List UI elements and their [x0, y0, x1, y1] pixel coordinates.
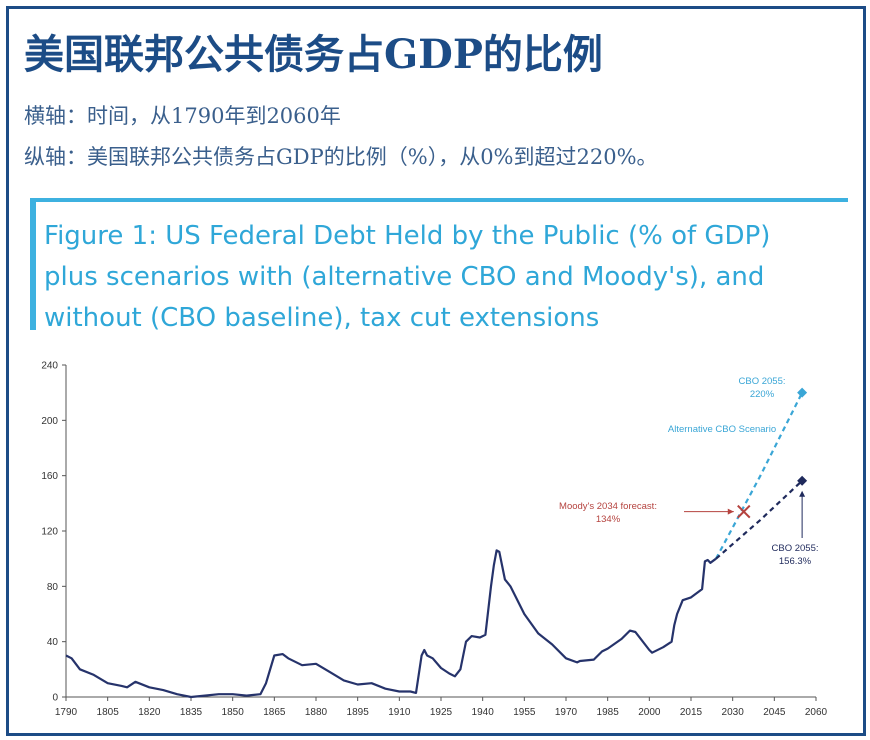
x-tick-label: 1925: [430, 707, 453, 718]
cbo-baseline-label: CBO 2055:: [772, 543, 819, 554]
cbo-alternative-marker: [797, 387, 808, 398]
cbo-baseline-value: 156.3%: [779, 556, 812, 567]
series-line-alternative: [715, 392, 804, 560]
x-axis-note: 横轴：时间，从1790年到2060年: [24, 104, 341, 128]
cbo-alternative-value: 220%: [750, 389, 775, 400]
x-tick-label: 1970: [555, 707, 578, 718]
alternative-scenario-label-line-1: Alternative CBO Scenario: [668, 424, 776, 435]
series-line-history: [65, 549, 717, 699]
y-tick-label: 120: [41, 527, 58, 538]
figure-left-rule: [30, 198, 36, 330]
moody-forecast-marker: [737, 504, 751, 519]
moody-forecast-value: 134%: [596, 514, 621, 525]
x-tick-label: 1865: [263, 707, 286, 718]
chart-axes: 0 40 80 120 160 200 240 1790 1805 1820 1835 1850 186…: [41, 361, 827, 719]
moody-arrow-head: [727, 508, 734, 515]
x-tick-label: 2060: [805, 707, 828, 718]
y-axis-note: 纵轴：美国联邦公共债务占GDP的比例（%），从0%到超过220%。: [24, 145, 658, 169]
x-tick-label: 1955: [513, 707, 536, 718]
y-tick-label: 160: [41, 471, 58, 482]
cbo-alternative-label: CBO 2055:: [739, 376, 786, 387]
x-tick-label: 1985: [597, 707, 620, 718]
x-tick-label: 1805: [97, 707, 120, 718]
x-tick-label: 1895: [347, 707, 370, 718]
caption-line-1: Figure 1: US Federal Debt Held by the Pu…: [44, 221, 771, 251]
cbo-baseline-arrow-head: [799, 490, 806, 497]
y-tick-label: 240: [41, 361, 58, 372]
x-tick-label: 2030: [722, 707, 745, 718]
page-title: 美国联邦公共债务占GDP的比例: [24, 31, 603, 78]
x-tick-label: 1910: [388, 707, 411, 718]
figure-caption: Figure 1: US Federal Debt Held by the Pu…: [44, 216, 844, 339]
x-tick-label: 1940: [472, 707, 495, 718]
moody-forecast-label: Moody's 2034 forecast:: [559, 501, 657, 512]
series-line-baseline: [715, 479, 803, 560]
caption-line-2: plus scenarios with (alternative CBO and…: [44, 262, 765, 292]
x-tick-label: 2015: [680, 707, 703, 718]
chart-annotations: Alternative CBO Scenario Moody's 2034 fo…: [559, 376, 818, 567]
chart-series: [65, 392, 804, 699]
x-tick-label: 1880: [305, 707, 328, 718]
x-tick-label: 1835: [180, 707, 203, 718]
y-tick-label: 40: [47, 637, 59, 648]
x-tick-label: 2000: [638, 707, 661, 718]
cbo-baseline-marker: [797, 475, 808, 486]
caption-line-3: without (CBO baseline), tax cut extensio…: [44, 303, 600, 333]
x-tick-label: 1820: [138, 707, 161, 718]
x-tick-label: 2045: [763, 707, 786, 718]
y-tick-label: 0: [52, 693, 58, 704]
figure-top-rule: [30, 198, 848, 202]
x-tick-label: 1850: [222, 707, 245, 718]
figure-frame: [6, 6, 866, 736]
y-tick-label: 80: [47, 582, 59, 593]
y-tick-label: 200: [41, 416, 58, 427]
x-tick-label: 1790: [55, 707, 78, 718]
